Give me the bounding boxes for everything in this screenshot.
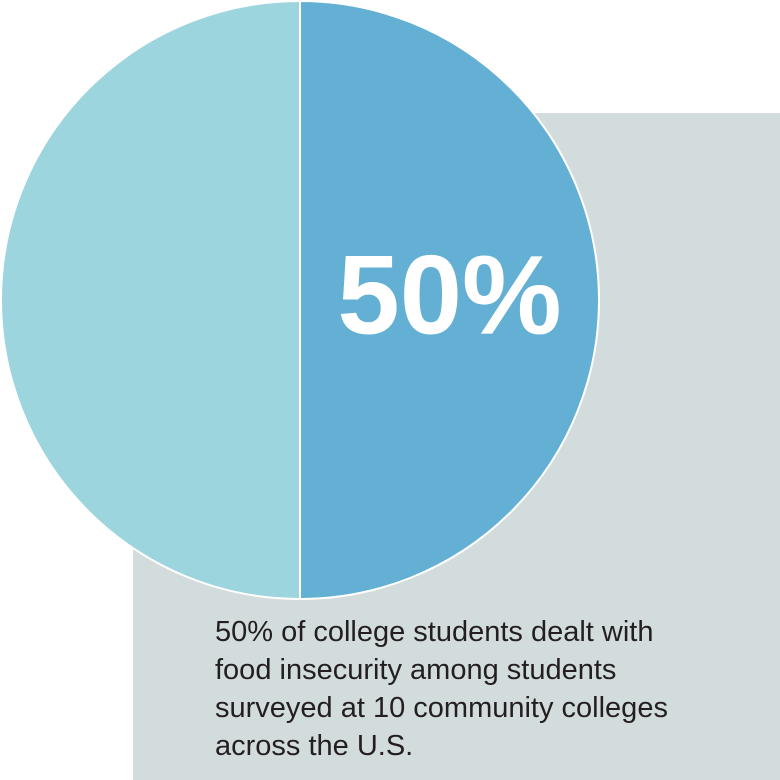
caption-line: surveyed at 10 community colleges [215, 692, 668, 724]
caption-line: food insecurity among students [215, 654, 616, 686]
caption: 50% of college students dealt with food i… [215, 616, 668, 762]
caption-line: 50% of college students dealt with [215, 616, 654, 648]
pie-slice [299, 0, 600, 601]
pie-slice [0, 0, 301, 601]
pie: 50% [0, 0, 600, 601]
slice-label: 50% [337, 233, 561, 358]
caption-line: across the U.S. [215, 730, 413, 762]
